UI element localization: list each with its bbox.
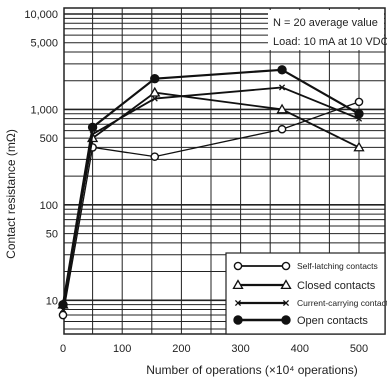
x-tick-label: 300 xyxy=(231,343,249,355)
open-circle-marker xyxy=(281,261,291,271)
x-tick-label: 500 xyxy=(350,343,368,355)
cross-stroke xyxy=(234,299,242,307)
filled-circle-marker xyxy=(281,315,291,325)
series-layer xyxy=(57,65,365,320)
legend-entry: Open contacts xyxy=(233,315,368,327)
legend-label: Closed contacts xyxy=(297,280,376,292)
y-axis-label: Contact resistance (mΩ) xyxy=(4,129,18,259)
open-circle-marker xyxy=(58,310,68,320)
annotation-load: Load: 10 mA at 10 VDC xyxy=(273,36,387,48)
open-circle-marker xyxy=(150,152,160,161)
cross-stroke xyxy=(151,95,158,102)
cross-stroke xyxy=(278,84,286,91)
x-tick-label: 400 xyxy=(291,343,309,355)
x-axis-label: Number of operations (×10⁴ operations) xyxy=(146,363,358,377)
filled-circle-marker xyxy=(87,122,98,132)
open-circle-marker xyxy=(233,261,243,271)
filled-circle-marker xyxy=(354,109,364,119)
cross-marker xyxy=(234,299,242,307)
legend-label: Current-carrying contact xyxy=(297,298,387,308)
triangle-marker xyxy=(280,279,292,290)
annotation-box: N = 20 average value Load: 10 mA at 10 V… xyxy=(268,10,387,50)
x-tick-label: 0 xyxy=(60,343,66,355)
cross-marker xyxy=(278,84,286,91)
legend-entry: Closed contacts xyxy=(232,279,376,292)
y-tick-label: 100 xyxy=(40,200,58,212)
y-tick-label: 5,000 xyxy=(30,38,58,50)
annotation-sample-size: N = 20 average value xyxy=(273,17,378,29)
y-tick-label: 10 xyxy=(46,295,58,307)
open-circle-marker xyxy=(354,97,364,107)
triangle-marker xyxy=(149,86,161,97)
plot-frame xyxy=(63,7,386,335)
ticks-layer: 0 100 200 300 400 500 10,000 5,000 1,000 500 100 50… xyxy=(24,9,368,355)
cross-stroke xyxy=(282,299,290,307)
filled-circle-marker xyxy=(58,299,68,310)
x-tick-label: 100 xyxy=(113,343,131,355)
legend-label: Open contacts xyxy=(297,315,368,327)
legend-label: Self-latching contacts xyxy=(297,261,378,271)
y-tick-label: 10,000 xyxy=(24,9,58,21)
cross-marker xyxy=(282,299,290,307)
series-open-contacts xyxy=(58,65,364,310)
y-tick-label: 1,000 xyxy=(30,104,58,116)
plot-border xyxy=(63,7,386,335)
y-tick-label: 50 xyxy=(46,229,58,241)
filled-circle-marker xyxy=(277,65,287,75)
cross-marker xyxy=(151,95,158,102)
legend: Self-latching contacts Closed contacts Cur… xyxy=(225,252,387,335)
triangle-marker xyxy=(353,141,365,152)
x-tick-label: 200 xyxy=(172,343,190,355)
triangle-marker xyxy=(276,103,288,114)
legend-entry: Current-carrying contact xyxy=(234,298,387,308)
triangle-marker xyxy=(232,279,244,290)
y-tick-label: 500 xyxy=(40,133,58,145)
filled-circle-marker xyxy=(150,73,160,84)
filled-circle-marker xyxy=(233,315,243,325)
legend-entry: Self-latching contacts xyxy=(233,261,378,271)
open-circle-marker xyxy=(277,124,287,134)
